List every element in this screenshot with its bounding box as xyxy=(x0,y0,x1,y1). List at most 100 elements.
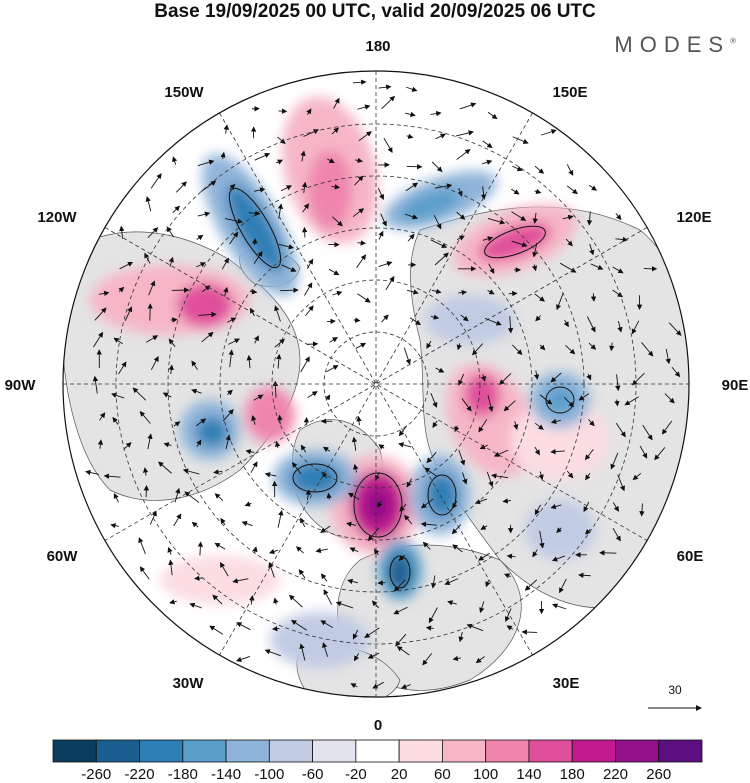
wind-vector xyxy=(403,347,411,365)
anomaly-negative xyxy=(399,189,461,221)
wind-vector xyxy=(507,316,514,334)
wind-vector xyxy=(103,473,121,479)
wind-vector xyxy=(532,242,538,258)
contour-lines xyxy=(228,187,575,589)
wind-vector xyxy=(197,211,211,217)
wind-vector xyxy=(586,316,596,333)
wind-vector xyxy=(356,254,367,268)
wind-vector xyxy=(615,422,626,438)
wind-vector xyxy=(331,127,340,135)
wind-vector xyxy=(198,311,217,318)
wind-vector xyxy=(280,185,293,192)
map-disk xyxy=(63,71,689,697)
wind-vector xyxy=(162,392,172,398)
wind-vector xyxy=(458,373,465,386)
wind-vector xyxy=(291,461,302,475)
wind-vector xyxy=(435,367,445,373)
wind-vector xyxy=(378,444,385,450)
wind-vector xyxy=(664,393,675,404)
anomaly-negative xyxy=(525,500,595,560)
wind-vector xyxy=(456,235,465,241)
graticule xyxy=(63,71,689,697)
wind-vector xyxy=(249,594,255,605)
lon-label-30e: 30E xyxy=(553,675,580,692)
wind-vector xyxy=(491,473,509,479)
wind-vector xyxy=(565,238,573,247)
wind-vector xyxy=(358,131,372,142)
wind-vector xyxy=(541,129,557,136)
wind-vector xyxy=(559,578,567,594)
wind-vector xyxy=(482,159,493,165)
wind-vector xyxy=(132,387,147,401)
wind-vector xyxy=(430,314,440,320)
wind-vector xyxy=(612,266,624,274)
colorbar-tick-label: -260 xyxy=(81,766,111,783)
wind-vector xyxy=(138,537,146,555)
wind-vector xyxy=(393,606,408,615)
wind-vector xyxy=(146,335,159,343)
wind-vector xyxy=(118,361,127,375)
wind-vector xyxy=(479,444,488,450)
wind-vector xyxy=(447,600,457,606)
wind-vector xyxy=(584,449,594,461)
wind-vector xyxy=(197,159,215,167)
wind-vector xyxy=(534,188,542,195)
wind-vector xyxy=(191,388,202,394)
wind-vector xyxy=(228,338,240,345)
wind-vector xyxy=(113,337,123,345)
wind-vector xyxy=(307,391,318,399)
wind-vector xyxy=(671,366,681,378)
anomaly-positive xyxy=(160,555,280,605)
wind-vector xyxy=(276,159,284,165)
anomaly-field xyxy=(90,96,610,668)
wind-vector xyxy=(172,156,178,165)
wind-vector xyxy=(322,642,329,657)
wind-vector xyxy=(300,517,306,528)
wind-vector xyxy=(124,306,133,321)
wind-vector xyxy=(191,521,199,528)
meridian-line xyxy=(219,112,533,656)
wind-vector xyxy=(435,133,446,140)
wind-vector xyxy=(320,620,333,629)
wind-vector xyxy=(305,489,311,501)
wind-vector xyxy=(225,434,231,450)
wind-vector xyxy=(578,572,591,578)
wind-vector xyxy=(253,187,266,193)
wind-vector xyxy=(462,472,468,485)
wind-vector xyxy=(113,493,119,503)
wind-vector xyxy=(420,498,434,509)
wind-vector xyxy=(355,342,367,349)
lon-label-180: 180 xyxy=(365,38,390,55)
wind-vector xyxy=(97,439,104,449)
wind-vector xyxy=(277,414,283,425)
wind-vector xyxy=(299,643,306,661)
colorbar-swatch xyxy=(485,739,530,763)
wind-vector xyxy=(253,250,263,264)
wind-vector xyxy=(347,578,358,585)
wind-vector xyxy=(425,625,434,631)
wind-vector xyxy=(219,561,229,577)
wind-vector xyxy=(458,289,468,296)
anomaly-negative xyxy=(226,183,284,273)
wind-vector xyxy=(209,625,224,635)
wind-vector xyxy=(610,452,619,470)
wind-vector xyxy=(488,263,495,275)
lon-label-120e: 120E xyxy=(676,209,711,226)
wind-vector xyxy=(428,607,438,624)
wind-vector xyxy=(458,631,464,643)
colorbar-tick-label: -100 xyxy=(254,766,284,783)
wind-vector xyxy=(420,521,438,527)
wind-vector xyxy=(212,594,223,605)
wind-vector xyxy=(665,348,671,365)
latitude-circle xyxy=(115,123,637,645)
wind-vector xyxy=(158,461,172,474)
wind-vector xyxy=(556,527,562,534)
wind-vector xyxy=(123,442,132,450)
wind-vector xyxy=(583,501,590,513)
wind-vector xyxy=(383,137,393,154)
wind-vector xyxy=(357,240,367,246)
anomaly-negative xyxy=(270,612,370,668)
wind-vector xyxy=(406,289,419,295)
wind-vector xyxy=(197,541,204,556)
wind-vector xyxy=(223,286,229,297)
